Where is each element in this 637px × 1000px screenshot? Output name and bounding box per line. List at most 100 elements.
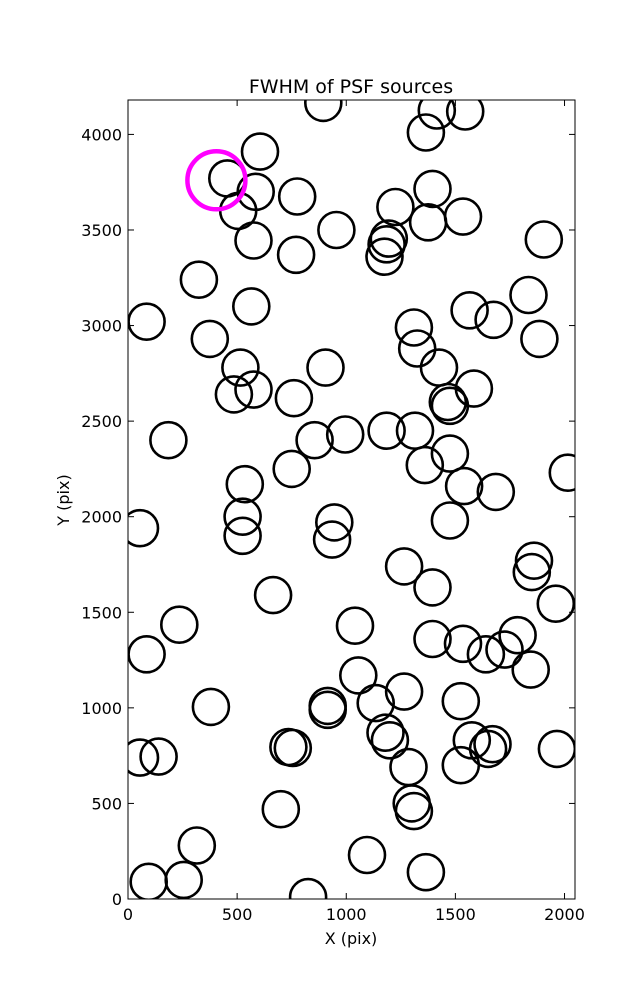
source-marker	[338, 656, 378, 695]
source-marker	[240, 132, 280, 171]
source-marker	[128, 635, 166, 674]
source-marker	[274, 378, 314, 418]
source-marker	[476, 472, 516, 512]
source-marker	[253, 575, 293, 615]
source-marker	[314, 503, 354, 542]
x-axis-label: X (pix)	[325, 929, 378, 948]
y-tick-label: 1000	[81, 699, 122, 718]
source-marker	[160, 605, 199, 645]
x-tick-label: 1500	[435, 905, 476, 924]
source-marker	[273, 728, 313, 768]
source-marker	[234, 221, 273, 260]
source-marker	[149, 420, 188, 460]
source-marker	[536, 584, 575, 623]
markers-layer	[128, 100, 575, 899]
source-marker	[128, 738, 160, 777]
y-tick-label: 3500	[81, 221, 122, 240]
source-marker	[413, 568, 452, 607]
source-marker	[308, 690, 348, 730]
source-marker	[335, 606, 375, 646]
x-tick-label: 0	[123, 905, 133, 924]
source-marker	[428, 382, 468, 422]
source-marker	[384, 672, 424, 711]
source-marker	[473, 724, 512, 764]
source-marker	[394, 308, 434, 347]
chart-title: FWHM of PSF sources	[249, 76, 453, 98]
source-marker	[139, 737, 178, 776]
y-tick-label: 2500	[81, 412, 122, 431]
x-tick-label: 2000	[544, 905, 585, 924]
source-marker	[312, 520, 352, 559]
source-marker	[276, 235, 316, 275]
source-marker	[441, 681, 481, 721]
source-marker	[524, 220, 564, 259]
source-marker	[370, 720, 410, 760]
source-marker	[405, 445, 445, 485]
source-marker	[288, 877, 328, 899]
source-marker	[214, 375, 254, 414]
source-marker	[223, 497, 262, 537]
source-marker	[191, 687, 231, 727]
source-marker	[520, 319, 559, 359]
source-marker	[128, 302, 166, 341]
source-marker	[384, 547, 424, 586]
x-tick-label: 500	[222, 905, 253, 924]
y-tick-label: 4000	[81, 125, 122, 144]
source-marker	[485, 630, 524, 669]
source-marker	[325, 415, 365, 454]
source-marker	[376, 187, 415, 227]
source-marker	[129, 862, 168, 899]
source-marker	[234, 370, 273, 409]
source-marker	[512, 552, 552, 592]
y-tick-label: 500	[91, 794, 122, 813]
source-marker	[417, 100, 457, 130]
source-marker	[406, 852, 446, 892]
source-marker	[261, 789, 301, 829]
source-marker	[406, 113, 446, 152]
source-marker	[223, 516, 262, 556]
source-marker	[394, 791, 434, 831]
y-tick-label: 3000	[81, 317, 122, 336]
source-marker	[190, 319, 230, 359]
source-marker	[225, 464, 265, 504]
source-marker	[430, 434, 470, 473]
source-marker	[441, 745, 481, 785]
source-marker	[367, 411, 406, 451]
source-marker	[413, 169, 452, 209]
y-tick-label: 1500	[81, 603, 122, 622]
y-axis-label: Y (pix)	[54, 474, 73, 526]
source-marker	[366, 713, 405, 753]
source-marker	[511, 650, 551, 689]
source-marker	[272, 449, 312, 489]
source-marker	[295, 420, 334, 460]
source-marker	[232, 287, 271, 326]
plot-frame	[127, 99, 576, 900]
source-marker	[367, 225, 406, 264]
source-marker	[365, 237, 404, 277]
source-marker	[397, 329, 437, 368]
source-marker	[450, 290, 489, 330]
source-marker	[221, 348, 260, 387]
source-marker	[509, 275, 548, 315]
source-marker	[514, 541, 554, 581]
x-tick-label: 1000	[326, 905, 367, 924]
source-marker	[347, 835, 387, 875]
source-marker	[430, 501, 470, 540]
source-marker	[306, 348, 345, 387]
source-marker	[128, 508, 160, 548]
source-marker	[413, 619, 452, 659]
source-marker	[444, 466, 484, 506]
source-marker	[430, 386, 470, 426]
source-marker	[179, 260, 219, 300]
highlight-marker	[185, 149, 248, 212]
source-marker	[443, 624, 483, 664]
source-marker	[317, 210, 356, 250]
source-marker	[466, 634, 506, 674]
source-marker	[548, 453, 575, 492]
source-marker	[498, 615, 537, 655]
ticks-layer: 0 500 1000 1500 2000 0 500 1000 1500 2000 2500 3000…	[81, 100, 585, 924]
source-marker	[408, 203, 448, 242]
source-marker	[445, 100, 485, 131]
